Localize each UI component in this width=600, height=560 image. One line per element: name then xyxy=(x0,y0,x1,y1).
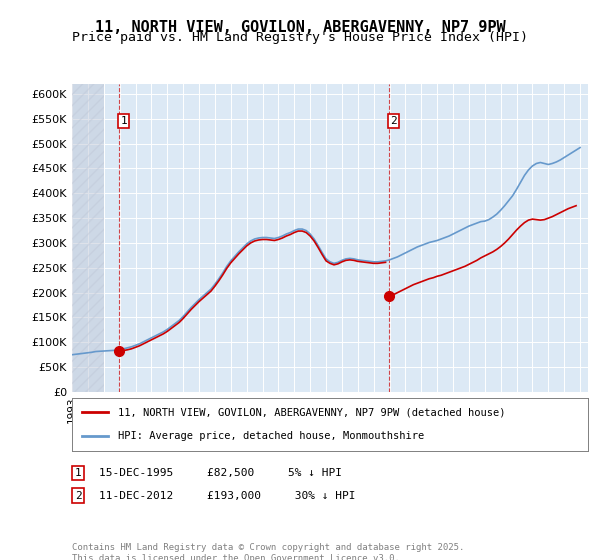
Text: 11, NORTH VIEW, GOVILON, ABERGAVENNY, NP7 9PW (detached house): 11, NORTH VIEW, GOVILON, ABERGAVENNY, NP… xyxy=(118,408,506,418)
11, NORTH VIEW, GOVILON, ABERGAVENNY, NP7 9PW (detached house) xyxy=(271,237,278,244)
Text: 11, NORTH VIEW, GOVILON, ABERGAVENNY, NP7 9PW: 11, NORTH VIEW, GOVILON, ABERGAVENNY, NP… xyxy=(95,20,505,35)
HPI: Average price, detached house, Monmouthshire: (2.01e+03, 2.61e+05): Average price, detached house, Monmouths… xyxy=(334,259,341,265)
Text: Price paid vs. HM Land Registry's House Price Index (HPI): Price paid vs. HM Land Registry's House … xyxy=(72,31,528,44)
Line: HPI: Average price, detached house, Monmouthshire: HPI: Average price, detached house, Monm… xyxy=(72,148,580,354)
HPI: Average price, detached house, Monmouthshire: (1.99e+03, 8.15e+04): Average price, detached house, Monmouths… xyxy=(92,348,100,355)
Line: 11, NORTH VIEW, GOVILON, ABERGAVENNY, NP7 9PW (detached house): 11, NORTH VIEW, GOVILON, ABERGAVENNY, NP… xyxy=(119,231,386,351)
11, NORTH VIEW, GOVILON, ABERGAVENNY, NP7 9PW (detached house) xyxy=(116,348,123,354)
Text: HPI: Average price, detached house, Monmouthshire: HPI: Average price, detached house, Monm… xyxy=(118,431,425,441)
Text: 11-DEC-2012     £193,000     30% ↓ HPI: 11-DEC-2012 £193,000 30% ↓ HPI xyxy=(99,491,355,501)
Text: 15-DEC-1995     £82,500     5% ↓ HPI: 15-DEC-1995 £82,500 5% ↓ HPI xyxy=(99,468,342,478)
HPI: Average price, detached house, Monmouthshire: (2.01e+03, 2.62e+05): Average price, detached house, Monmouths… xyxy=(370,259,377,265)
11, NORTH VIEW, GOVILON, ABERGAVENNY, NP7 9PW (detached house) xyxy=(227,259,235,266)
Text: 1: 1 xyxy=(121,116,127,126)
11, NORTH VIEW, GOVILON, ABERGAVENNY, NP7 9PW (detached house) xyxy=(358,259,365,265)
HPI: Average price, detached house, Monmouthshire: (1.99e+03, 7.5e+04): Average price, detached house, Monmouths… xyxy=(68,351,76,358)
Text: 1: 1 xyxy=(74,468,82,478)
HPI: Average price, detached house, Monmouthshire: (2.02e+03, 3.37e+05): Average price, detached house, Monmouths… xyxy=(469,221,476,228)
Text: 2: 2 xyxy=(390,116,397,126)
Text: Contains HM Land Registry data © Crown copyright and database right 2025.
This d: Contains HM Land Registry data © Crown c… xyxy=(72,543,464,560)
11, NORTH VIEW, GOVILON, ABERGAVENNY, NP7 9PW (detached house) xyxy=(267,237,274,244)
11, NORTH VIEW, GOVILON, ABERGAVENNY, NP7 9PW (detached house) xyxy=(382,259,389,265)
HPI: Average price, detached house, Monmouthshire: (2e+03, 2.07e+05): Average price, detached house, Monmouths… xyxy=(208,286,215,292)
Text: 2: 2 xyxy=(74,491,82,501)
Bar xyxy=(72,84,104,392)
HPI: Average price, detached house, Monmouthshire: (2.02e+03, 4.92e+05): Average price, detached house, Monmouths… xyxy=(577,144,584,151)
HPI: Average price, detached house, Monmouthshire: (2.02e+03, 4.08e+05): Average price, detached house, Monmouths… xyxy=(513,186,520,193)
11, NORTH VIEW, GOVILON, ABERGAVENNY, NP7 9PW (detached house) xyxy=(295,228,302,235)
11, NORTH VIEW, GOVILON, ABERGAVENNY, NP7 9PW (detached house) xyxy=(179,315,187,322)
11, NORTH VIEW, GOVILON, ABERGAVENNY, NP7 9PW (detached house) xyxy=(176,319,183,326)
